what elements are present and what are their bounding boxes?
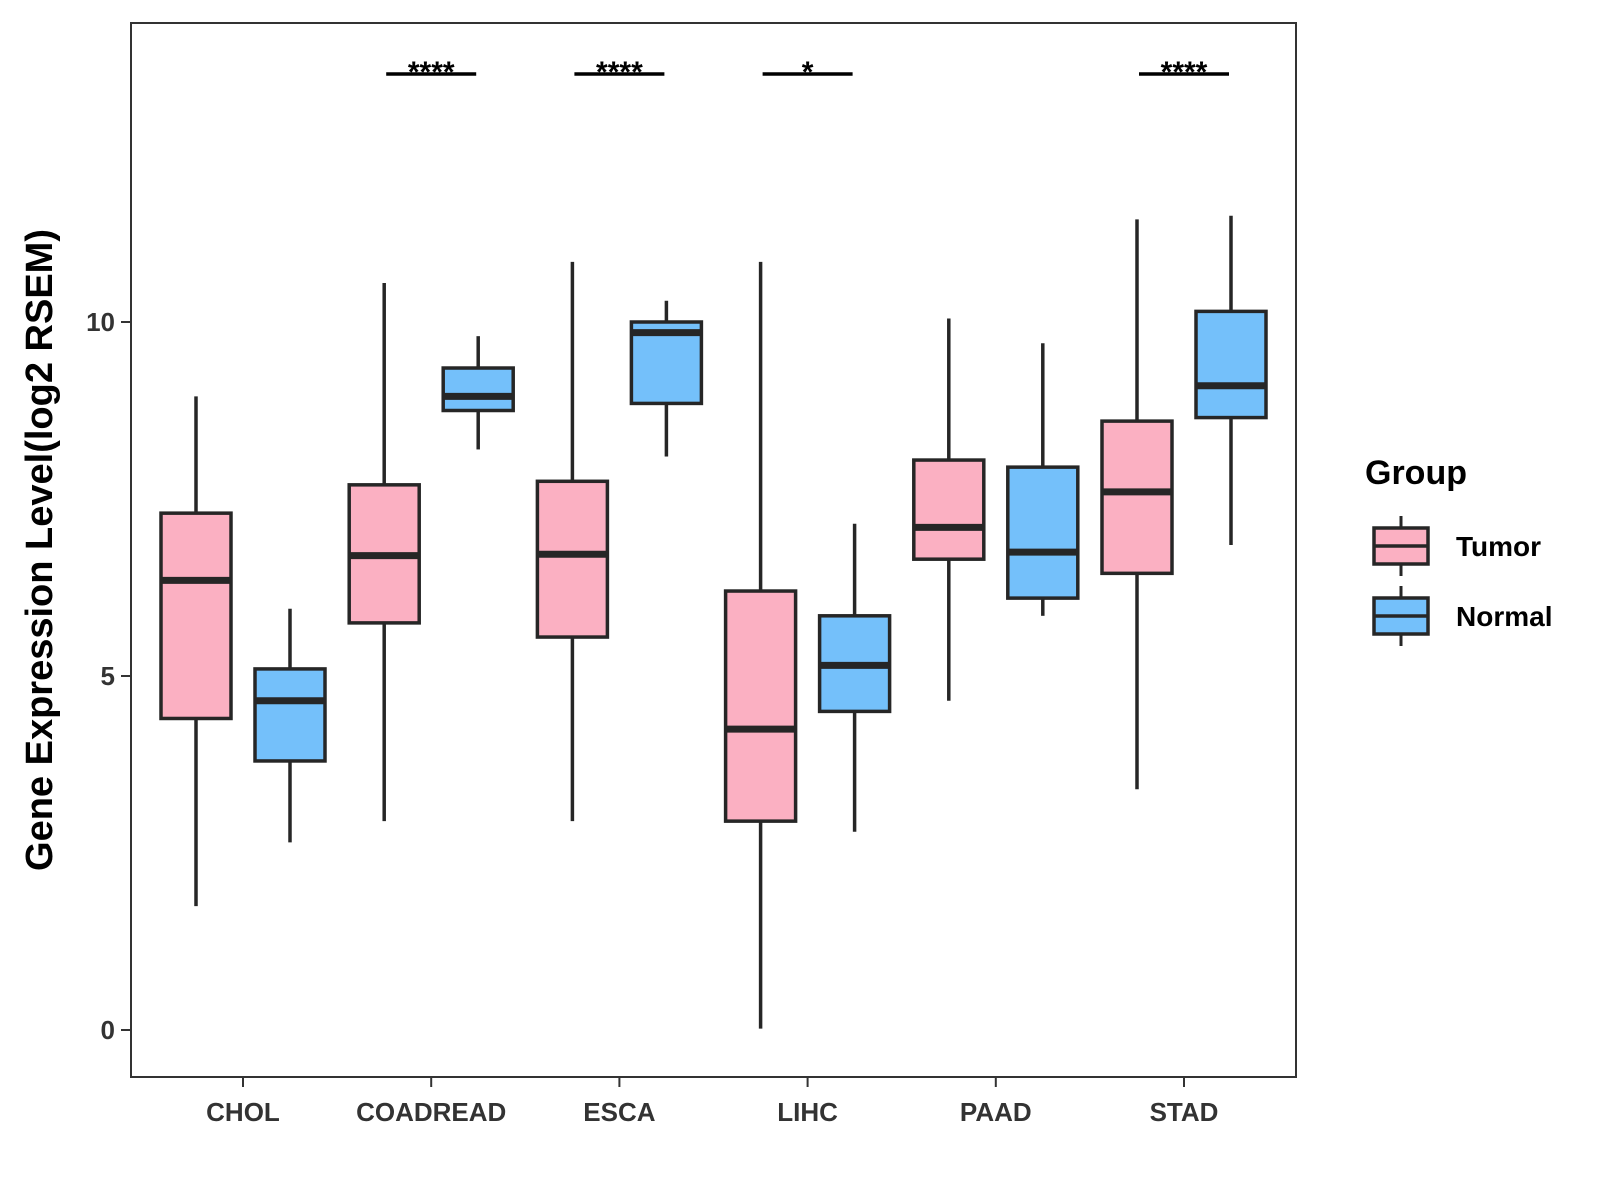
significance-label-lihc: * <box>802 56 814 89</box>
box-normal-stad <box>1194 215 1268 546</box>
legend-title: Group <box>1365 454 1467 492</box>
x-tick-label-coadread: COADREAD <box>356 1097 506 1127</box>
box-iqr <box>723 589 798 823</box>
y-axis-title: Gene Expression Level(log2 RSEM) <box>19 229 61 871</box>
x-tick-label-chol: CHOL <box>206 1097 280 1127</box>
box-iqr <box>1194 309 1268 420</box>
x-tick-label-lihc: LIHC <box>777 1097 838 1127</box>
legend-label-normal: Normal <box>1456 601 1552 632</box>
box-iqr <box>912 458 986 561</box>
box-normal-coadread <box>441 336 515 450</box>
x-tick-label-stad: STAD <box>1150 1097 1219 1127</box>
box-tumor-paad <box>912 318 986 701</box>
plot-area <box>159 215 1268 1029</box>
box-normal-chol <box>253 608 327 843</box>
box-tumor-coadread <box>347 283 421 822</box>
significance-label-stad: **** <box>1161 56 1208 89</box>
box-iqr <box>253 667 327 763</box>
legend-key-normal <box>1372 586 1430 646</box>
box-iqr <box>159 511 233 721</box>
box-tumor-esca <box>535 261 610 822</box>
legend: Group Tumor Normal <box>1365 454 1552 646</box>
box-normal-paad <box>1006 343 1080 616</box>
box-tumor-lihc <box>723 261 798 1029</box>
y-tick-label: 0 <box>101 1015 115 1045</box>
box-iqr <box>441 366 515 413</box>
axes: 0 5 10 CHOL COADREAD ESCA LIHC PAAD STAD <box>86 307 1218 1127</box>
legend-label-tumor: Tumor <box>1456 531 1541 562</box>
box-iqr <box>535 479 610 639</box>
box-normal-esca <box>629 300 704 457</box>
significance-label-esca: **** <box>596 56 643 89</box>
plot-panel-border <box>130 22 1297 1078</box>
significance-annotations: **** **** * **** <box>386 56 1229 89</box>
legend-key-tumor <box>1372 516 1430 576</box>
x-tick-label-esca: ESCA <box>583 1097 655 1127</box>
box-normal-lihc <box>817 523 892 832</box>
significance-label-coadread: **** <box>408 56 455 89</box>
y-tick-label: 10 <box>86 307 115 337</box>
box-tumor-stad <box>1100 219 1174 790</box>
y-tick-label: 5 <box>101 661 115 691</box>
box-iqr <box>1006 465 1080 600</box>
x-tick-label-paad: PAAD <box>960 1097 1032 1127</box>
box-tumor-chol <box>159 396 233 907</box>
box-iqr <box>1100 419 1174 576</box>
